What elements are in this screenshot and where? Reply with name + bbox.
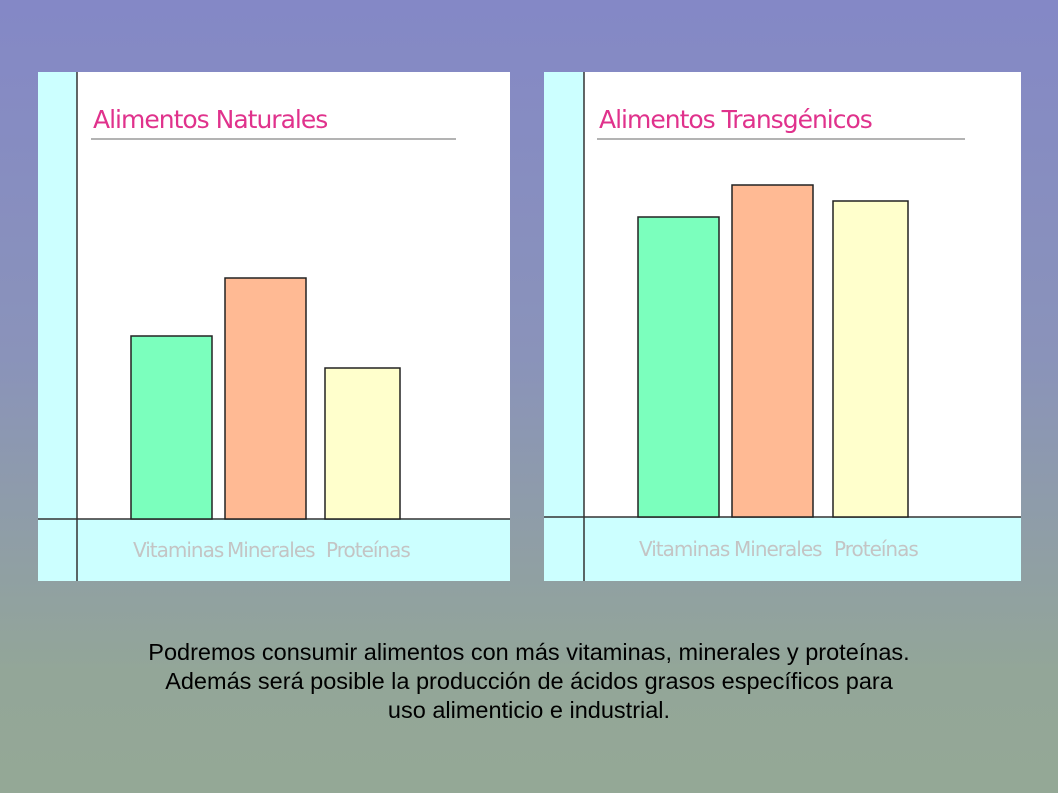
- chart-transgenic-foods: Alimentos Transgénicos Vitaminas Minerales…: [544, 72, 1021, 581]
- x-axis-band: [544, 517, 1021, 581]
- chart-title: Alimentos Transgénicos: [599, 105, 872, 134]
- bar-minerales: [224, 277, 307, 520]
- caption-line-2: Además será posible la producción de áci…: [165, 668, 893, 694]
- x-axis-band: [38, 519, 510, 581]
- caption-line-1: Podremos consumir alimentos con más vita…: [148, 639, 910, 665]
- category-label: Vitaminas: [133, 538, 224, 562]
- y-axis-band: [544, 72, 584, 581]
- chart-transgenic-foods-svg: Alimentos Transgénicos Vitaminas Minerales…: [544, 72, 1021, 581]
- chart-natural-foods-svg: Alimentos Naturales Vitaminas Minerales Pro…: [38, 72, 510, 581]
- category-label: Proteínas: [326, 538, 410, 562]
- bar-protenas: [832, 200, 909, 518]
- chart-natural-foods: Alimentos Naturales Vitaminas Minerales Pro…: [38, 72, 510, 581]
- category-label: Proteínas: [834, 537, 918, 561]
- y-axis-band: [38, 72, 77, 581]
- category-label: Minerales: [227, 538, 315, 562]
- bar-protenas: [324, 367, 401, 520]
- caption-line-3: uso alimenticio e industrial.: [387, 697, 671, 723]
- caption: Podremos consumir alimentos con más vita…: [0, 638, 1058, 725]
- bar-vitaminas: [637, 216, 720, 518]
- chart-title: Alimentos Naturales: [93, 105, 327, 134]
- category-label: Minerales: [734, 537, 822, 561]
- bar-minerales: [731, 184, 814, 518]
- bar-vitaminas: [130, 335, 213, 520]
- category-label: Vitaminas: [639, 537, 730, 561]
